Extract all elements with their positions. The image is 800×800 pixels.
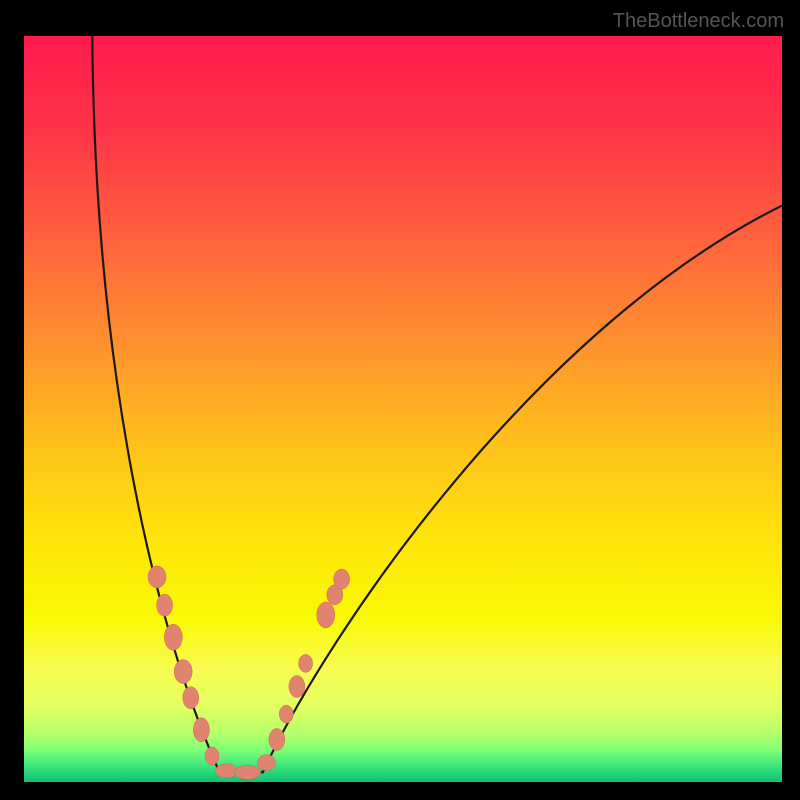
gradient-background [24,36,782,782]
plot-area [24,36,782,782]
green-band [24,751,782,782]
bead-marker [164,624,182,650]
bead-marker [279,705,293,723]
bead-marker [215,764,237,778]
bead-marker [235,765,261,779]
bead-marker [299,654,313,672]
bead-marker [183,687,199,709]
bead-marker [157,594,173,616]
bead-marker [258,755,276,771]
watermark-text: TheBottleneck.com [613,10,784,33]
bead-marker [269,728,285,750]
bead-marker [193,718,209,742]
bead-marker [317,602,335,628]
bead-marker [334,569,350,589]
bead-marker [174,660,192,684]
bead-marker [289,676,305,698]
bead-marker [148,566,166,588]
plot-svg [24,36,782,782]
bead-marker [205,747,219,765]
